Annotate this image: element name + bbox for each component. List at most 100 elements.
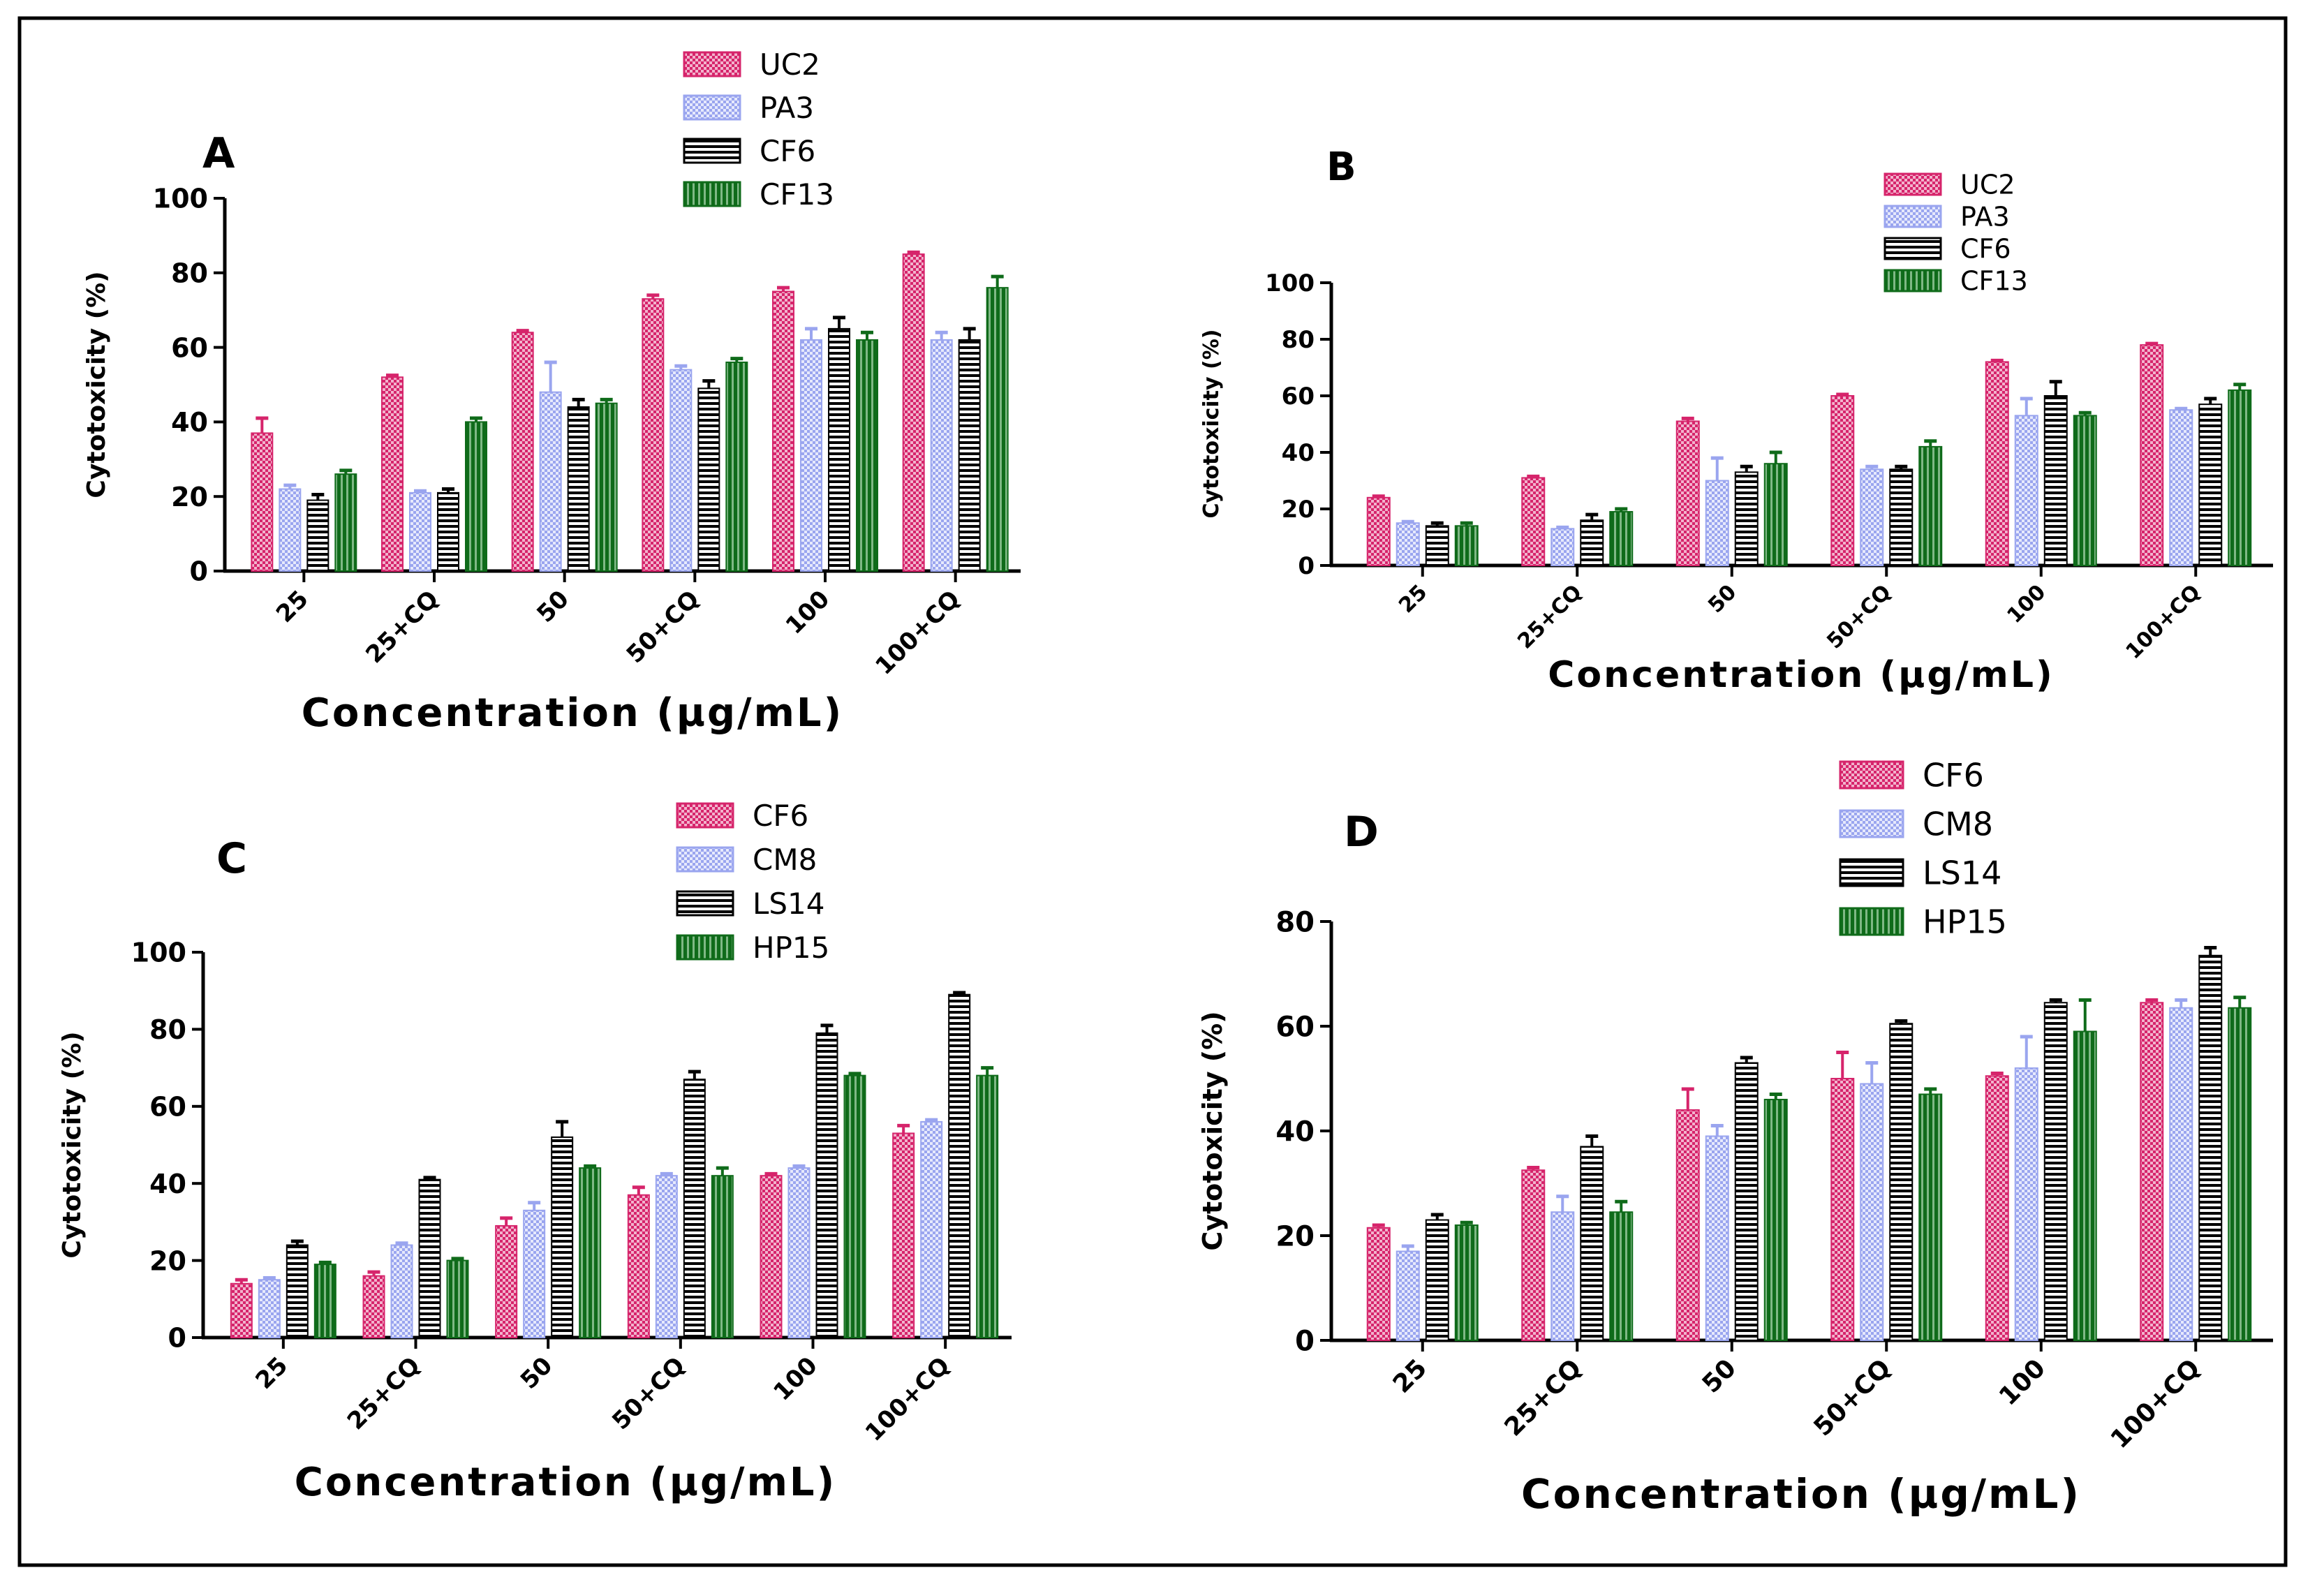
bar-cf6-25-plus-cq	[1580, 519, 1604, 567]
bar-cf13-100	[2073, 415, 2097, 566]
bar-uc2-100	[1985, 361, 2009, 567]
y-tick-label: 100	[153, 184, 208, 214]
y-axis-title: Cytotoxicity (%)	[1199, 330, 1224, 519]
bar-uc2-25-plus-cq	[381, 376, 404, 572]
bar-ls14-100-plus-cq	[948, 993, 971, 1338]
bar-hp15-50	[1763, 1099, 1788, 1341]
bar-cf6-100	[1985, 1075, 2009, 1341]
panel-letter: A	[202, 129, 235, 178]
bar-pa3-50	[1705, 480, 1729, 566]
bar-uc2-50-plus-cq	[1830, 395, 1855, 566]
y-tick-label: 100	[131, 938, 186, 968]
y-tick-label: 60	[171, 332, 208, 363]
bar-uc2-25	[1366, 496, 1391, 566]
y-tick-label: 20	[149, 1245, 186, 1276]
bar-ls14-50	[1734, 1062, 1759, 1341]
y-tick-label: 20	[1282, 496, 1315, 524]
legend-swatch	[676, 802, 734, 829]
y-tick-label: 20	[171, 482, 208, 512]
y-tick-label: 60	[149, 1091, 186, 1122]
y-tick-label: 60	[1275, 1011, 1315, 1043]
y-axis-title: Cytotoxicity (%)	[58, 1031, 87, 1258]
bar-cf13-50	[1763, 463, 1788, 567]
y-tick-label: 40	[171, 407, 208, 438]
bar-uc2-50-plus-cq	[642, 298, 665, 572]
bar-cm8-25-plus-cq	[390, 1244, 413, 1339]
bar-pa3-100	[2014, 415, 2038, 566]
legend-swatch	[676, 846, 734, 873]
bar-ls14-50-plus-cq	[1889, 1023, 1914, 1341]
legend-label: CF6	[1960, 234, 2011, 265]
legend-swatch	[1839, 858, 1904, 887]
legend-swatch	[1883, 205, 1942, 228]
bar-uc2-25	[251, 432, 274, 572]
bar-uc2-100-plus-cq	[902, 253, 925, 572]
y-tick-label: 80	[1275, 906, 1315, 938]
bar-cf6-100	[828, 327, 850, 572]
bar-hp15-25-plus-cq	[1609, 1211, 1634, 1341]
bar-cf6-50	[495, 1224, 518, 1339]
legend-swatch	[1883, 172, 1942, 196]
legend-label: UC2	[1960, 170, 2015, 200]
bar-cm8-50-plus-cq	[1860, 1083, 1884, 1341]
legend-swatch	[1839, 809, 1904, 838]
bar-cf6-50-plus-cq	[1889, 468, 1914, 566]
legend: CF6 CM8 LS14 HP15	[676, 799, 829, 965]
y-tick-label: 80	[171, 258, 208, 288]
bar-cf6-100-plus-cq	[2198, 404, 2223, 567]
bar-cf6-100-plus-cq	[958, 339, 981, 572]
bar-hp15-100-plus-cq	[2228, 1007, 2252, 1341]
bar-cf13-25	[334, 473, 357, 572]
bar-ls14-25-plus-cq	[1580, 1146, 1604, 1341]
bar-ls14-50	[551, 1136, 574, 1338]
bar-pa3-25-plus-cq	[1550, 528, 1575, 566]
bar-cf6-100-plus-cq	[2140, 1002, 2164, 1341]
bar-ls14-100	[2043, 1002, 2068, 1341]
bar-hp15-50-plus-cq	[711, 1175, 734, 1339]
bar-cf13-100-plus-cq	[986, 287, 1009, 572]
legend: CF6 CM8 LS14 HP15	[1839, 757, 2007, 941]
y-tick-label: 40	[1282, 439, 1315, 467]
y-tick-label: 0	[1298, 552, 1315, 580]
bar-cf6-50-plus-cq	[697, 387, 720, 572]
bar-uc2-50	[511, 332, 534, 572]
bar-ls14-100-plus-cq	[2198, 954, 2223, 1341]
legend-label: LS14	[753, 887, 825, 921]
bar-hp15-100	[843, 1074, 866, 1338]
bar-cf6-100	[2043, 395, 2068, 566]
bar-uc2-100	[772, 290, 794, 572]
bar-ls14-25	[1425, 1219, 1449, 1341]
bar-pa3-25	[279, 488, 302, 572]
bar-ls14-25-plus-cq	[418, 1178, 441, 1339]
bar-pa3-50-plus-cq	[1860, 468, 1884, 566]
legend-swatch	[683, 138, 741, 164]
bar-cf13-50	[595, 402, 618, 572]
legend-swatch	[1883, 269, 1942, 293]
bar-uc2-25-plus-cq	[1521, 477, 1546, 567]
bar-cm8-25	[1396, 1250, 1420, 1341]
legend-label: CF13	[760, 177, 834, 212]
bar-cf13-25-plus-cq	[465, 421, 487, 572]
bar-hp15-100	[2073, 1030, 2097, 1341]
bar-cf13-25	[1454, 525, 1479, 566]
bar-pa3-100-plus-cq	[930, 339, 953, 572]
bar-ls14-100	[815, 1032, 838, 1339]
bar-cf13-50-plus-cq	[725, 361, 748, 572]
x-axis-title: Concentration (µg/mL)	[295, 1460, 836, 1505]
y-tick-label: 100	[1265, 269, 1315, 297]
legend-swatch	[683, 181, 741, 207]
bar-cf6-50-plus-cq	[1830, 1078, 1855, 1341]
panel-letter: C	[216, 834, 247, 883]
bar-cf6-50	[1675, 1109, 1700, 1341]
bar-pa3-50-plus-cq	[669, 369, 693, 572]
bar-cf13-50-plus-cq	[1918, 445, 1943, 567]
y-tick-label: 80	[1282, 326, 1315, 354]
bar-cm8-100-plus-cq	[2169, 1007, 2193, 1341]
y-tick-label: 0	[168, 1323, 186, 1354]
bar-cm8-100	[787, 1167, 811, 1338]
bar-cf6-50	[567, 406, 590, 572]
bar-pa3-25	[1396, 522, 1420, 566]
y-tick-label: 40	[1275, 1116, 1315, 1148]
